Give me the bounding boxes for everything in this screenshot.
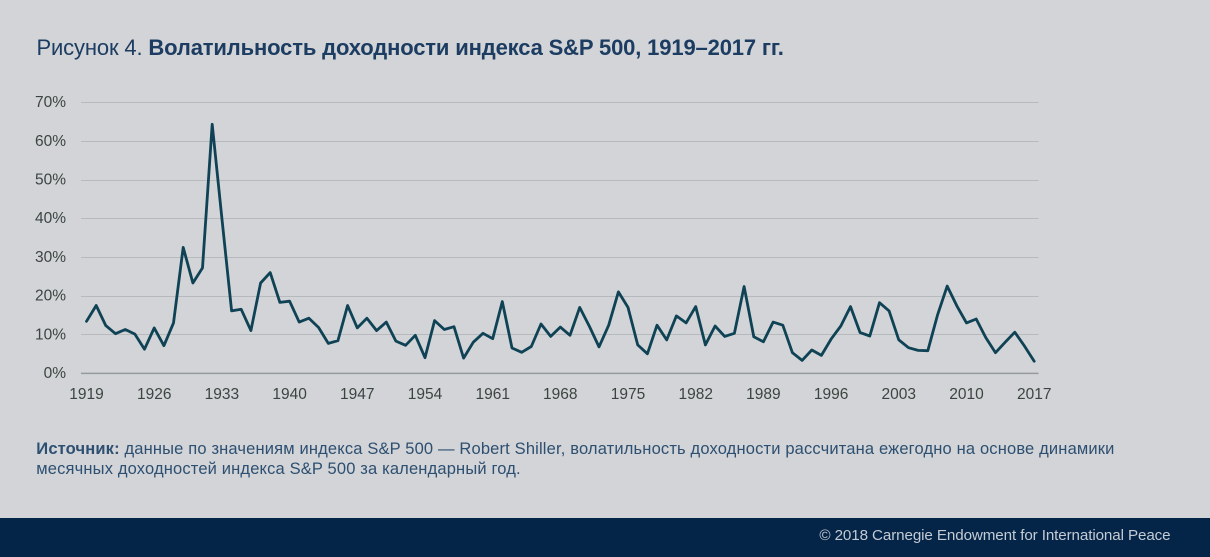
svg-text:1933: 1933 (205, 386, 239, 403)
svg-text:1954: 1954 (408, 386, 443, 403)
svg-text:1961: 1961 (475, 386, 509, 403)
svg-text:60%: 60% (35, 133, 66, 150)
svg-text:30%: 30% (35, 249, 66, 266)
svg-text:1982: 1982 (678, 386, 712, 403)
svg-text:70%: 70% (35, 94, 66, 111)
svg-text:1968: 1968 (543, 386, 577, 403)
svg-text:40%: 40% (35, 210, 66, 227)
svg-text:1975: 1975 (611, 386, 645, 403)
svg-text:0%: 0% (44, 365, 67, 382)
svg-text:10%: 10% (35, 326, 66, 343)
svg-text:1940: 1940 (272, 386, 307, 403)
svg-text:1989: 1989 (746, 386, 780, 403)
svg-text:20%: 20% (35, 288, 66, 305)
svg-text:1947: 1947 (340, 386, 374, 403)
svg-text:2010: 2010 (949, 386, 984, 403)
svg-text:1919: 1919 (69, 386, 103, 403)
svg-text:50%: 50% (35, 172, 66, 189)
svg-text:1926: 1926 (137, 386, 171, 403)
svg-text:2003: 2003 (882, 386, 916, 403)
svg-text:2017: 2017 (1017, 386, 1051, 403)
svg-text:1996: 1996 (814, 386, 848, 403)
